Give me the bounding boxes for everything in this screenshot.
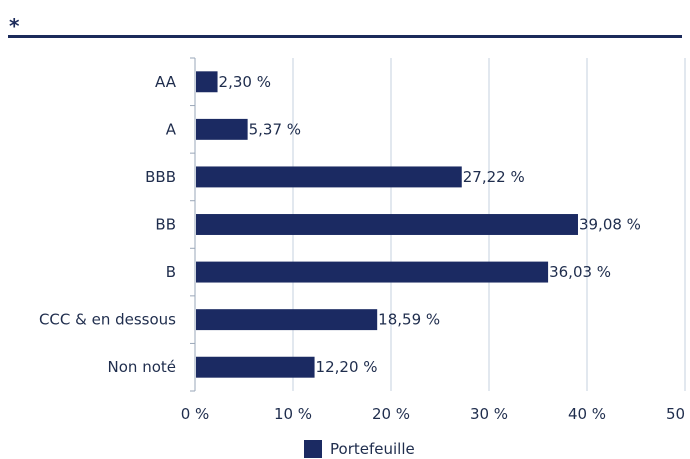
- bar: [196, 118, 248, 140]
- x-tick-label: 30 %: [470, 405, 508, 423]
- data-label: 39,08 %: [579, 216, 641, 234]
- category-label: AA: [155, 73, 177, 91]
- bar: [196, 261, 549, 283]
- category-label: Non noté: [108, 358, 176, 376]
- x-tick-label: 0 %: [181, 405, 210, 423]
- category-label: BBB: [145, 168, 176, 186]
- bar: [196, 309, 378, 331]
- bar: [196, 356, 315, 378]
- legend-swatch: [304, 440, 322, 458]
- legend: Portefeuille: [304, 440, 415, 458]
- bar: [196, 214, 578, 235]
- title-asterisk: *: [9, 14, 20, 38]
- data-label: 27,22 %: [463, 168, 525, 186]
- data-label: 18,59 %: [378, 311, 440, 329]
- category-label: CCC & en dessous: [39, 311, 176, 329]
- data-label: 2,30 %: [219, 73, 271, 91]
- x-tick-label: 50 %: [666, 405, 690, 423]
- x-tick-label: 20 %: [372, 405, 410, 423]
- category-label: B: [166, 263, 176, 281]
- category-label: A: [166, 120, 177, 138]
- bar: [196, 71, 218, 93]
- title-underline: [8, 35, 682, 38]
- x-tick-label: 10 %: [274, 405, 312, 423]
- legend-label: Portefeuille: [330, 440, 415, 458]
- data-label: 36,03 %: [549, 263, 611, 281]
- data-label: 12,20 %: [316, 358, 378, 376]
- x-tick-label: 40 %: [568, 405, 606, 423]
- data-label: 5,37 %: [249, 120, 301, 138]
- category-label: BB: [155, 216, 176, 234]
- bar: [196, 166, 462, 188]
